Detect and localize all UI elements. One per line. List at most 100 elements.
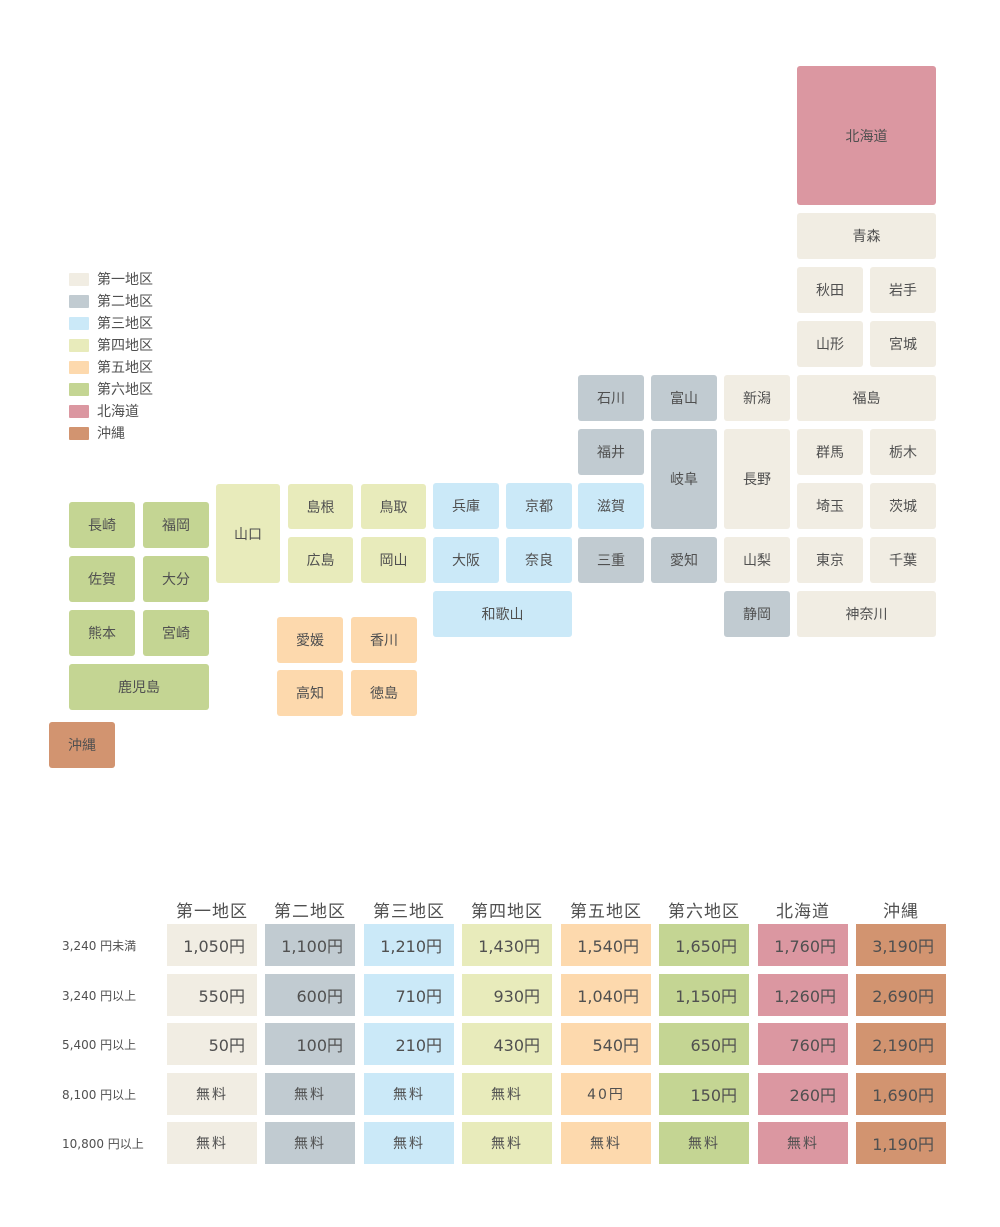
legend-item: 第六地区 [69, 378, 153, 400]
table-cell: 無料 [659, 1122, 749, 1164]
pref-ibaraki[interactable]: 茨城 [870, 483, 936, 529]
pref-aichi[interactable]: 愛知 [651, 537, 717, 583]
pref-ishikawa[interactable]: 石川 [578, 375, 644, 421]
pref-yamagata[interactable]: 山形 [797, 321, 863, 367]
pref-hyogo[interactable]: 兵庫 [433, 483, 499, 529]
row-label: 8,100 円以上 [62, 1088, 137, 1102]
table-cell: 無料 [167, 1073, 257, 1115]
legend-label: 第四地区 [97, 338, 153, 354]
pref-ehime[interactable]: 愛媛 [277, 617, 343, 663]
pref-kumamoto[interactable]: 熊本 [69, 610, 135, 656]
pref-shimane[interactable]: 島根 [288, 484, 353, 529]
legend-swatch [69, 426, 89, 440]
pref-hokkaido[interactable]: 北海道 [797, 66, 936, 205]
table-cell: 2,690円 [856, 974, 946, 1016]
table-cell: 無料 [265, 1122, 355, 1164]
row-label: 3,240 円未満 [62, 939, 137, 953]
pref-hiroshima[interactable]: 広島 [288, 537, 353, 583]
legend-label: 第六地区 [97, 382, 153, 398]
pref-miyagi[interactable]: 宮城 [870, 321, 936, 367]
pref-aomori[interactable]: 青森 [797, 213, 936, 259]
pref-shiga[interactable]: 滋賀 [578, 483, 644, 529]
table-cell: 600円 [265, 974, 355, 1016]
table-cell: 540円 [561, 1023, 651, 1065]
legend-item: 第四地区 [69, 334, 153, 356]
column-header: 第二地区 [274, 902, 346, 922]
table-cell: 無料 [364, 1122, 454, 1164]
table-cell: 550円 [167, 974, 257, 1016]
pref-kagoshima[interactable]: 鹿児島 [69, 664, 209, 710]
pref-iwate[interactable]: 岩手 [870, 267, 936, 313]
table-cell: 100円 [265, 1023, 355, 1065]
pref-tokushima[interactable]: 徳島 [351, 670, 417, 716]
legend-swatch [69, 338, 89, 352]
table-cell: 260円 [758, 1073, 848, 1115]
pref-tottori[interactable]: 鳥取 [361, 484, 426, 529]
legend-swatch [69, 404, 89, 418]
column-header: 第一地区 [176, 902, 248, 922]
pref-kochi[interactable]: 高知 [277, 670, 343, 716]
row-label: 3,240 円以上 [62, 989, 137, 1003]
row-label: 10,800 円以上 [62, 1137, 144, 1151]
pref-tokyo[interactable]: 東京 [797, 537, 863, 583]
pref-shizuoka[interactable]: 静岡 [724, 591, 790, 637]
pref-fukui[interactable]: 福井 [578, 429, 644, 475]
pref-tochigi[interactable]: 栃木 [870, 429, 936, 475]
pref-gunma[interactable]: 群馬 [797, 429, 863, 475]
pref-fukushima[interactable]: 福島 [797, 375, 936, 421]
table-cell: 無料 [561, 1122, 651, 1164]
table-cell: 2,190円 [856, 1023, 946, 1065]
table-cell: 1,690円 [856, 1073, 946, 1115]
table-cell: 3,190円 [856, 924, 946, 966]
legend-label: 沖縄 [97, 426, 125, 442]
table-cell: 710円 [364, 974, 454, 1016]
pref-oita[interactable]: 大分 [143, 556, 209, 602]
table-cell: 1,430円 [462, 924, 552, 966]
table-cell: 1,040円 [561, 974, 651, 1016]
pref-wakayama[interactable]: 和歌山 [433, 591, 572, 637]
pref-okinawa[interactable]: 沖縄 [49, 722, 115, 768]
table-cell: 無料 [758, 1122, 848, 1164]
table-cell: 1,190円 [856, 1122, 946, 1164]
column-header: 沖縄 [883, 902, 919, 922]
pref-kagawa[interactable]: 香川 [351, 617, 417, 663]
table-cell: 無料 [462, 1073, 552, 1115]
table-cell: 無料 [167, 1122, 257, 1164]
table-cell: 1,050円 [167, 924, 257, 966]
pref-nagasaki[interactable]: 長崎 [69, 502, 135, 548]
table-cell: 1,260円 [758, 974, 848, 1016]
pref-kanagawa[interactable]: 神奈川 [797, 591, 936, 637]
pref-nagano[interactable]: 長野 [724, 429, 790, 529]
table-cell: 無料 [462, 1122, 552, 1164]
pref-akita[interactable]: 秋田 [797, 267, 863, 313]
legend-item: 北海道 [69, 400, 153, 422]
pref-yamanashi[interactable]: 山梨 [724, 537, 790, 583]
legend-label: 第一地区 [97, 272, 153, 288]
pref-chiba[interactable]: 千葉 [870, 537, 936, 583]
table-cell: 1,760円 [758, 924, 848, 966]
pref-fukuoka[interactable]: 福岡 [143, 502, 209, 548]
table-cell: 1,150円 [659, 974, 749, 1016]
pref-mie[interactable]: 三重 [578, 537, 644, 583]
pref-gifu[interactable]: 岐阜 [651, 429, 717, 529]
legend-swatch [69, 294, 89, 308]
pref-okayama[interactable]: 岡山 [361, 537, 426, 583]
table-cell: 40円 [561, 1073, 651, 1115]
pref-nara[interactable]: 奈良 [506, 537, 572, 583]
pref-miyazaki[interactable]: 宮崎 [143, 610, 209, 656]
pref-toyama[interactable]: 富山 [651, 375, 717, 421]
legend-swatch [69, 316, 89, 330]
legend: 第一地区 第二地区 第三地区 第四地区 第五地区 第六地区 北海道 沖縄 [69, 268, 153, 444]
pref-yamaguchi[interactable]: 山口 [216, 484, 280, 583]
pref-niigata[interactable]: 新潟 [724, 375, 790, 421]
legend-label: 第二地区 [97, 294, 153, 310]
pref-saga[interactable]: 佐賀 [69, 556, 135, 602]
pref-kyoto[interactable]: 京都 [506, 483, 572, 529]
table-cell: 650円 [659, 1023, 749, 1065]
legend-label: 第五地区 [97, 360, 153, 376]
pref-osaka[interactable]: 大阪 [433, 537, 499, 583]
column-header: 第五地区 [570, 902, 642, 922]
table-cell: 1,210円 [364, 924, 454, 966]
pref-saitama[interactable]: 埼玉 [797, 483, 863, 529]
column-header: 第四地区 [471, 902, 543, 922]
